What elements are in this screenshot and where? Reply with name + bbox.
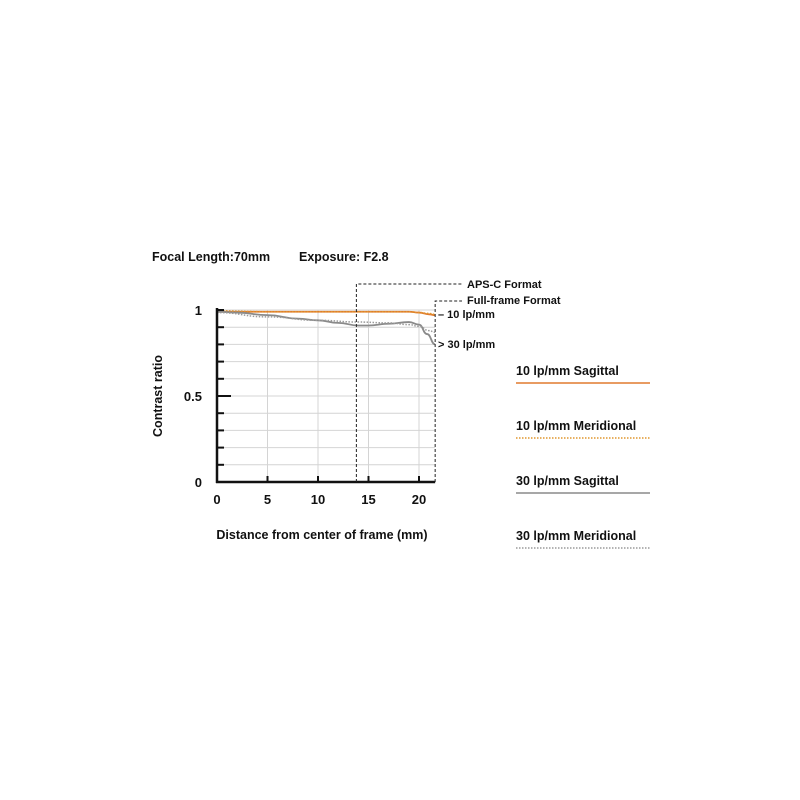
legend-label: 10 lp/mm Sagittal [516, 364, 619, 378]
annotations: APS-C Format Full-frame Format – 10 lp/m… [355, 279, 561, 482]
y-tick-label: 0 [195, 475, 202, 490]
legend-label: 10 lp/mm Meridional [516, 419, 636, 433]
x-tick-label: 20 [412, 492, 426, 507]
exposure-label: Exposure: F2.8 [299, 250, 389, 264]
apsc-label: APS-C Format [467, 279, 542, 291]
axes: 0 5 10 15 20 0 0.5 1 [184, 303, 436, 507]
apsc-boundary [355, 283, 462, 482]
fullframe-label: Full-frame Format [467, 295, 561, 307]
legend: 10 lp/mm Sagittal 10 lp/mm Meridional 30 l… [516, 364, 650, 549]
x-axis-label: Distance from center of frame (mm) [216, 528, 427, 542]
y-axis-label: Contrast ratio [151, 355, 165, 437]
x-tick-label: 0 [213, 492, 220, 507]
focal-length-label: Focal Length:70mm [152, 250, 270, 264]
series-line [216, 310, 436, 346]
legend-label: 30 lp/mm Sagittal [516, 474, 619, 488]
series-line [216, 311, 436, 334]
series-line [216, 310, 436, 316]
y-tick-label: 0.5 [184, 389, 202, 404]
lp30-label: > 30 lp/mm [438, 339, 495, 351]
x-tick-label: 10 [311, 492, 325, 507]
legend-label: 30 lp/mm Meridional [516, 529, 636, 543]
grid [217, 309, 436, 482]
y-tick-label: 1 [195, 303, 202, 318]
series-group [216, 310, 436, 346]
x-tick-label: 5 [264, 492, 271, 507]
fullframe-boundary [434, 300, 462, 482]
x-tick-label: 15 [361, 492, 375, 507]
lp10-label: – 10 lp/mm [438, 309, 495, 321]
